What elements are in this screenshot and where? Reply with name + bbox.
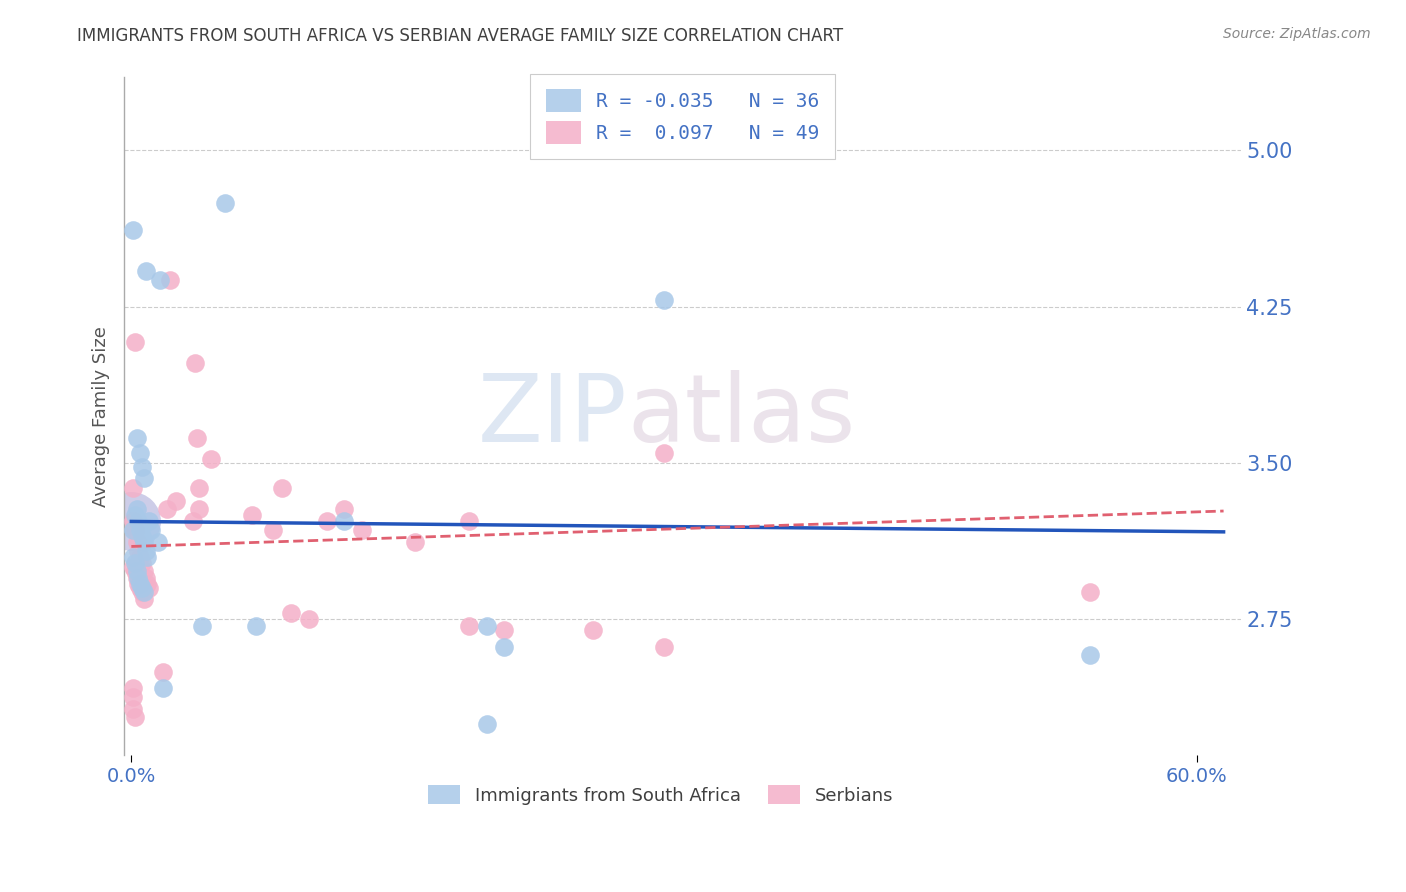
Point [122, 222, 145, 236]
Point [127, 571, 149, 585]
Point [122, 523, 145, 537]
Point [240, 508, 263, 523]
Point [352, 523, 374, 537]
Point [652, 640, 675, 654]
Point [159, 272, 181, 286]
Point [186, 431, 208, 445]
Point [494, 640, 516, 654]
Point [129, 445, 152, 459]
Point [122, 702, 145, 716]
Point [475, 716, 498, 731]
Point [138, 581, 160, 595]
Point [129, 523, 152, 537]
Point [136, 549, 159, 564]
Point [652, 445, 675, 459]
Point [124, 556, 146, 570]
Point [124, 710, 146, 724]
Point [652, 293, 675, 308]
Point [122, 515, 145, 529]
Point [122, 690, 145, 704]
Point [132, 470, 155, 484]
Point [125, 571, 148, 585]
Point [124, 508, 146, 523]
Point [136, 577, 159, 591]
Point [132, 585, 155, 599]
Point [132, 565, 155, 579]
Point [138, 515, 160, 529]
Point [156, 502, 179, 516]
Point [187, 502, 209, 516]
Point [135, 264, 157, 278]
Point [135, 543, 157, 558]
Point [120, 515, 142, 529]
Text: ZIP: ZIP [477, 370, 627, 462]
Point [1080, 585, 1102, 599]
Point [139, 523, 162, 537]
Text: Source: ZipAtlas.com: Source: ZipAtlas.com [1223, 27, 1371, 41]
Point [122, 481, 145, 495]
Point [127, 577, 149, 591]
Y-axis label: Average Family Size: Average Family Size [93, 326, 110, 507]
Point [191, 618, 214, 632]
Point [333, 502, 356, 516]
Point [262, 523, 284, 537]
Point [125, 565, 148, 579]
Point [315, 515, 337, 529]
Point [122, 549, 145, 564]
Point [127, 515, 149, 529]
Point [152, 681, 174, 696]
Point [132, 535, 155, 549]
Point [298, 612, 321, 626]
Point [214, 195, 236, 210]
Point [494, 623, 516, 637]
Point [200, 451, 222, 466]
Point [129, 581, 152, 595]
Point [131, 556, 153, 570]
Point [131, 529, 153, 543]
Point [132, 591, 155, 606]
Point [124, 565, 146, 579]
Point [245, 618, 267, 632]
Point [125, 502, 148, 516]
Point [271, 481, 294, 495]
Point [152, 665, 174, 679]
Point [405, 535, 427, 549]
Legend: Immigrants from South Africa, Serbians: Immigrants from South Africa, Serbians [419, 776, 903, 814]
Point [131, 460, 153, 475]
Point [131, 585, 153, 599]
Point [129, 577, 152, 591]
Text: IMMIGRANTS FROM SOUTH AFRICA VS SERBIAN AVERAGE FAMILY SIZE CORRELATION CHART: IMMIGRANTS FROM SOUTH AFRICA VS SERBIAN … [77, 27, 844, 45]
Point [131, 581, 153, 595]
Point [127, 543, 149, 558]
Point [333, 515, 356, 529]
Point [184, 356, 207, 370]
Text: atlas: atlas [627, 370, 855, 462]
Point [122, 560, 145, 574]
Point [187, 481, 209, 495]
Point [124, 523, 146, 537]
Point [125, 431, 148, 445]
Point [122, 681, 145, 696]
Point [165, 493, 187, 508]
Point [457, 618, 479, 632]
Point [183, 515, 205, 529]
Point [125, 535, 148, 549]
Point [1080, 648, 1102, 662]
Point [124, 335, 146, 350]
Point [146, 535, 169, 549]
Point [280, 606, 302, 620]
Point [129, 549, 152, 564]
Point [457, 515, 479, 529]
Point [149, 272, 172, 286]
Point [582, 623, 605, 637]
Point [135, 571, 157, 585]
Point [475, 618, 498, 632]
